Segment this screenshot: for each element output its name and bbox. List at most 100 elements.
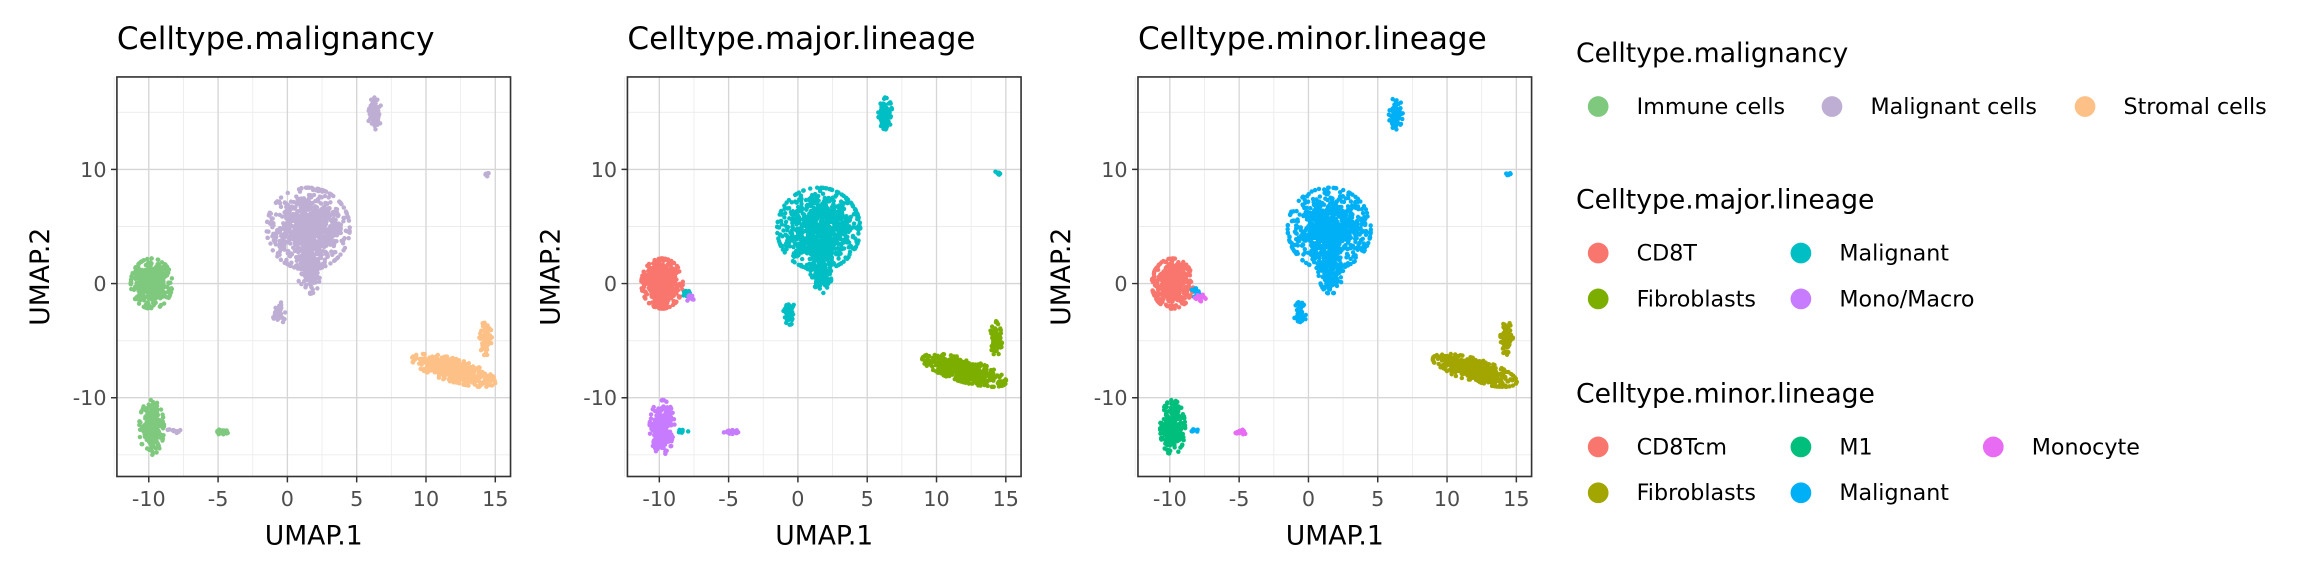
data-point <box>806 230 812 236</box>
data-point <box>881 126 886 132</box>
data-point <box>155 276 160 281</box>
data-point <box>151 432 156 438</box>
data-point <box>265 235 270 241</box>
data-point <box>665 420 670 426</box>
data-point <box>802 220 807 226</box>
data-point <box>140 281 145 286</box>
data-point <box>315 256 320 262</box>
point-cluster <box>215 427 230 437</box>
data-point <box>657 439 662 444</box>
data-point <box>843 255 848 260</box>
data-point <box>790 304 796 309</box>
data-point <box>169 276 175 281</box>
point-cluster <box>271 300 288 325</box>
data-point <box>464 370 469 375</box>
data-point <box>646 261 652 267</box>
data-point <box>656 306 662 311</box>
data-point <box>799 228 804 234</box>
data-point <box>347 225 352 230</box>
data-point <box>309 185 314 191</box>
data-point <box>795 220 801 226</box>
data-point <box>150 421 156 426</box>
data-point <box>447 376 453 381</box>
data-point <box>488 336 493 341</box>
data-point <box>814 269 819 274</box>
data-point <box>295 213 300 219</box>
data-point <box>301 259 306 265</box>
data-point <box>289 260 294 265</box>
data-point <box>136 288 142 294</box>
data-point <box>673 271 678 277</box>
data-point <box>643 289 648 295</box>
data-point <box>141 258 147 263</box>
y-tick-label: -10 <box>73 386 107 410</box>
data-point <box>849 201 854 206</box>
data-point <box>836 203 842 208</box>
data-point <box>308 228 313 233</box>
data-point <box>482 320 487 325</box>
data-point <box>166 280 171 285</box>
data-point <box>787 307 792 313</box>
data-point <box>316 249 322 255</box>
data-point <box>282 230 288 236</box>
data-point <box>331 243 337 249</box>
data-point <box>315 286 320 291</box>
data-point <box>817 286 823 291</box>
data-point <box>421 366 427 372</box>
data-point <box>796 262 801 268</box>
data-point <box>822 207 828 213</box>
data-point <box>672 422 677 427</box>
data-point <box>651 295 656 300</box>
data-point <box>370 103 375 108</box>
data-point <box>799 244 804 250</box>
data-point <box>804 246 809 251</box>
data-point <box>809 248 814 253</box>
data-point <box>784 227 790 233</box>
data-point <box>857 222 862 228</box>
data-point <box>476 383 481 389</box>
data-point <box>660 272 666 278</box>
data-point <box>790 217 795 223</box>
data-point <box>157 446 162 451</box>
data-point <box>426 357 431 363</box>
data-point <box>664 301 669 307</box>
data-point <box>304 202 309 208</box>
data-point <box>136 301 142 306</box>
data-point <box>672 280 677 285</box>
data-point <box>813 239 819 245</box>
data-point <box>297 226 302 232</box>
data-point <box>458 375 464 381</box>
data-point <box>282 239 287 244</box>
data-point <box>410 354 416 359</box>
data-point <box>782 215 787 220</box>
data-point <box>661 291 667 297</box>
data-point <box>149 256 154 261</box>
point-cluster <box>483 170 491 179</box>
data-point <box>141 270 147 276</box>
data-point <box>445 359 450 365</box>
data-point <box>304 218 310 223</box>
data-point <box>329 192 334 198</box>
data-point <box>143 262 149 268</box>
data-point <box>149 416 155 421</box>
data-point <box>291 232 297 238</box>
data-point <box>133 268 138 274</box>
data-point <box>147 304 152 309</box>
data-point <box>137 422 142 428</box>
data-point <box>346 235 351 241</box>
data-point <box>300 202 305 207</box>
data-point <box>332 220 338 225</box>
data-point <box>782 211 788 216</box>
data-point <box>851 221 857 226</box>
data-point <box>786 197 792 203</box>
data-point <box>329 249 334 254</box>
data-point <box>838 251 843 256</box>
data-point <box>664 411 669 417</box>
data-point <box>808 272 813 277</box>
data-point <box>267 221 273 226</box>
data-point <box>841 201 846 206</box>
data-point <box>299 198 304 203</box>
data-point <box>779 222 784 227</box>
data-point <box>662 432 668 438</box>
data-point <box>444 366 449 372</box>
